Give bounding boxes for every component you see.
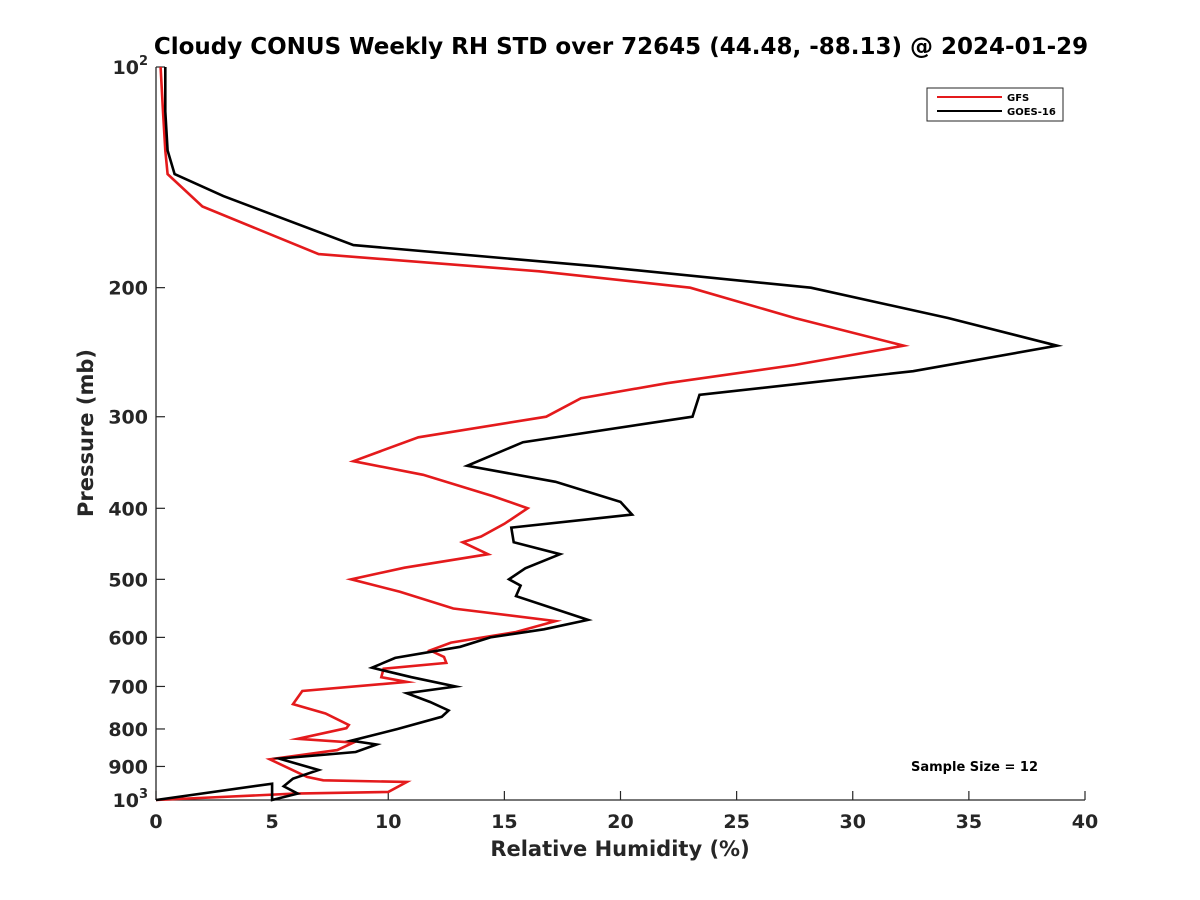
- x-tick-label: 15: [491, 811, 517, 833]
- y-tick-label: 103: [113, 787, 149, 812]
- sample-size-annotation: Sample Size = 12: [911, 760, 1038, 775]
- y-tick-label: 200: [108, 278, 148, 300]
- y-axis: 102 200 300 400 500 600 700 800 900 103: [108, 54, 165, 812]
- series-line-goes16: [155, 67, 1064, 802]
- series-line-gfs: [155, 66, 910, 802]
- x-tick-label: 35: [956, 811, 982, 833]
- x-tick-label: 10: [375, 811, 401, 833]
- y-tick-label: 600: [108, 627, 148, 649]
- series-layer: [155, 66, 1064, 802]
- x-axis-label: Relative Humidity (%): [490, 837, 749, 861]
- x-tick-label: 25: [723, 811, 749, 833]
- legend: GFS GOES-16: [926, 87, 1064, 122]
- x-tick-label: 5: [266, 811, 279, 833]
- x-tick-label: 30: [840, 811, 866, 833]
- y-tick-label: 300: [108, 407, 148, 429]
- legend-box: [926, 87, 1064, 122]
- y-tick-label: 102: [113, 54, 149, 79]
- legend-label-goes16: GOES-16: [1007, 107, 1056, 118]
- x-tick-label: 20: [607, 811, 633, 833]
- y-tick-label: 800: [108, 719, 148, 741]
- y-tick-label: 500: [108, 569, 148, 591]
- chart-title: Cloudy CONUS Weekly RH STD over 72645 (4…: [154, 34, 1088, 60]
- y-tick-label: 700: [108, 676, 148, 698]
- x-axis: 0 5 10 15 20 25 30 35 40: [149, 791, 1098, 833]
- y-axis-label: Pressure (mb): [74, 349, 98, 517]
- legend-label-gfs: GFS: [1007, 93, 1029, 104]
- x-tick-label: 40: [1072, 811, 1098, 833]
- y-tick-label: 400: [108, 498, 148, 520]
- y-tick-label: 900: [108, 756, 148, 778]
- x-tick-label: 0: [149, 811, 162, 833]
